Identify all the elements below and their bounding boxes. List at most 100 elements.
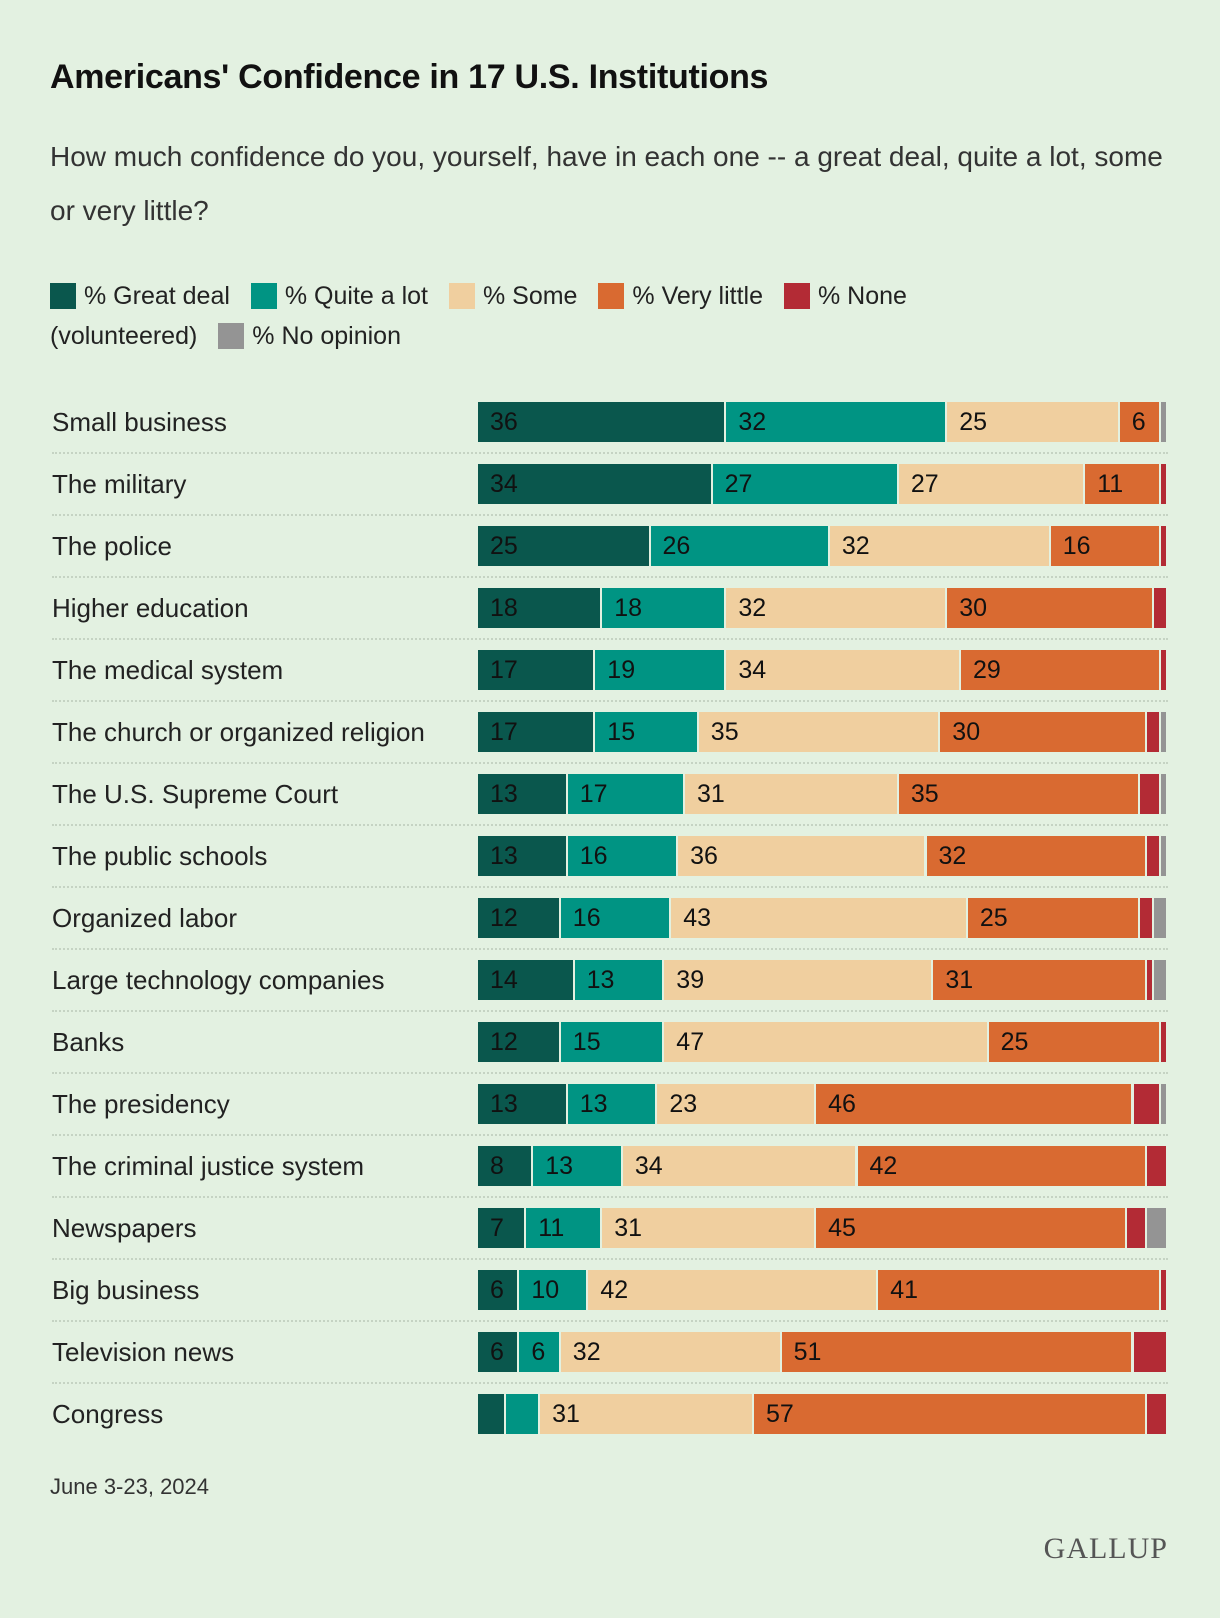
bar-segment: [947, 588, 1153, 628]
legend: % Great deal % Quite a lot % Some % Very…: [50, 276, 1050, 356]
bar-segment: [560, 1022, 663, 1062]
bar-segment: [478, 650, 594, 690]
bar-segment: [602, 1208, 815, 1248]
data-label: 8: [490, 1152, 504, 1180]
bar-segment: [754, 1394, 1146, 1434]
bar-segment: [698, 712, 939, 752]
category-label: The church or organized religion: [52, 717, 425, 747]
category-label: Organized labor: [52, 903, 237, 933]
data-label: 7: [490, 1214, 504, 1242]
category-label: The public schools: [52, 841, 268, 871]
data-label: 51: [793, 1338, 822, 1366]
row-separator: [52, 638, 1168, 640]
bar-segment: [526, 1208, 601, 1248]
bar-segment: [478, 1208, 525, 1248]
bar-segment: [1161, 1022, 1166, 1062]
data-label: 30: [959, 594, 987, 622]
bar-segment: [567, 1084, 656, 1124]
bar-segment: [726, 650, 959, 690]
data-label: 17: [490, 656, 518, 684]
category-label: The police: [52, 531, 172, 561]
bar-segment: [781, 1332, 1132, 1372]
bar-segment: [1126, 1208, 1146, 1248]
row-separator: [52, 1258, 1168, 1260]
data-label: 19: [607, 656, 636, 684]
bar-segment: [898, 774, 1139, 814]
bar-segment: [1133, 1332, 1166, 1372]
bar-segment: [829, 526, 1049, 566]
data-label: 6: [531, 1338, 546, 1366]
data-label: 43: [683, 904, 711, 932]
bar-segment: [1161, 650, 1166, 690]
bar-segment: [933, 960, 1146, 1000]
bar-segment: [1161, 836, 1166, 876]
legend-very-little: % Very little: [598, 276, 763, 316]
bar-segment: [1161, 774, 1166, 814]
bar-segment: [567, 774, 683, 814]
bar-segment: [1147, 1394, 1166, 1434]
bar-segment: [560, 898, 670, 938]
bar-segment: [1161, 526, 1166, 566]
data-label: 36: [490, 408, 518, 436]
bar-segment: [478, 1394, 504, 1434]
bar-segment: [560, 1332, 780, 1372]
bar-segment: [664, 960, 932, 1000]
legend-some: % Some: [448, 276, 578, 316]
data-label: 16: [1062, 532, 1091, 560]
bar-segment: [857, 1146, 1146, 1186]
data-label: 45: [828, 1214, 856, 1242]
category-label: Congress: [52, 1399, 164, 1429]
bar-segment: [816, 1208, 1125, 1248]
data-label: 32: [938, 842, 967, 870]
bar-segment: [657, 1084, 815, 1124]
data-label: 25: [979, 904, 1008, 932]
legend-swatch: [598, 283, 625, 309]
data-label: 27: [724, 470, 753, 498]
data-label: 25: [490, 532, 518, 560]
legend-label: % Some: [482, 282, 578, 310]
data-label: 31: [614, 1214, 642, 1242]
data-label: 18: [490, 594, 518, 622]
legend-label: (volunteered): [50, 322, 198, 350]
bar-segment: [1147, 960, 1153, 1000]
row-separator: [52, 1196, 1168, 1198]
row-separator: [52, 824, 1168, 826]
legend-label: % None: [817, 282, 907, 310]
data-label: 14: [490, 966, 518, 994]
legend-swatch: [50, 283, 76, 309]
bar-segment: [1147, 712, 1160, 752]
category-label: Small business: [52, 407, 227, 437]
bar-segment: [650, 526, 828, 566]
data-label: 32: [841, 532, 870, 560]
bar-segment: [1147, 1208, 1166, 1248]
bar-segment: [1154, 960, 1166, 1000]
bar-segment: [602, 588, 725, 628]
data-label: 25: [959, 408, 987, 436]
bar-segment: [478, 774, 566, 814]
legend-quite-a-lot: % Quite a lot: [250, 276, 428, 316]
data-label: 12: [490, 1028, 518, 1056]
bar-segment: [478, 1146, 532, 1186]
bar-segment: [478, 898, 559, 938]
data-label: 10: [531, 1276, 560, 1304]
bar-segment: [1119, 402, 1160, 442]
row-separator: [52, 1320, 1168, 1322]
legend-swatch: [448, 283, 475, 309]
data-label: 15: [607, 718, 636, 746]
legend-great-deal: % Great deal: [50, 276, 230, 316]
bar-segment: [1133, 1084, 1160, 1124]
data-label: 13: [545, 1152, 573, 1180]
bar-segment: [726, 588, 946, 628]
bar-segment: [671, 898, 966, 938]
bar-segment: [1147, 836, 1160, 876]
category-label: The criminal justice system: [52, 1151, 365, 1181]
bar-segment: [1161, 1270, 1166, 1310]
data-label: 18: [614, 594, 642, 622]
survey-date: June 3-23, 2024: [50, 1474, 210, 1499]
bar-segment: [567, 836, 677, 876]
data-label: 6: [490, 1276, 504, 1304]
data-label: 31: [697, 780, 725, 808]
category-label: The medical system: [52, 655, 284, 685]
bar-segment: [595, 650, 725, 690]
data-label: 42: [869, 1152, 898, 1180]
